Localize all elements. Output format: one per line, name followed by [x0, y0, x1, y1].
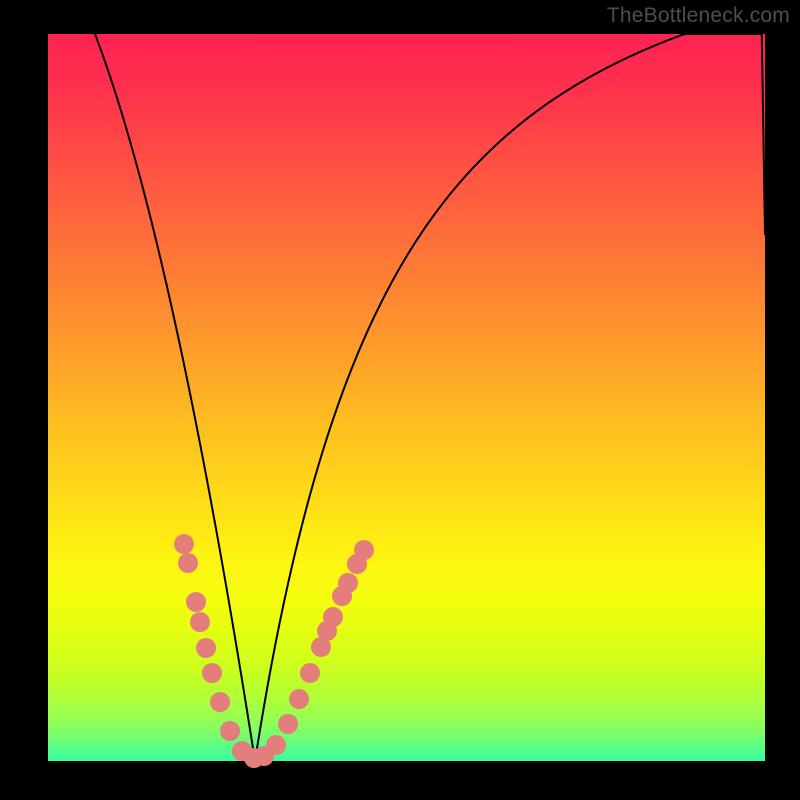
scatter-marker: [323, 607, 343, 627]
gradient-background: [48, 34, 765, 761]
scatter-marker: [186, 592, 206, 612]
scatter-marker: [220, 721, 240, 741]
scatter-marker: [300, 663, 320, 683]
scatter-marker: [278, 714, 298, 734]
scatter-marker: [190, 612, 210, 632]
scatter-marker: [266, 735, 286, 755]
scatter-marker: [338, 573, 358, 593]
scatter-marker: [174, 534, 194, 554]
scatter-marker: [289, 689, 309, 709]
bottleneck-chart: [0, 0, 800, 800]
scatter-marker: [196, 638, 216, 658]
scatter-marker: [202, 663, 222, 683]
scatter-marker: [354, 540, 374, 560]
scatter-marker: [178, 553, 198, 573]
scatter-marker: [210, 692, 230, 712]
watermark-text: TheBottleneck.com: [607, 4, 790, 28]
